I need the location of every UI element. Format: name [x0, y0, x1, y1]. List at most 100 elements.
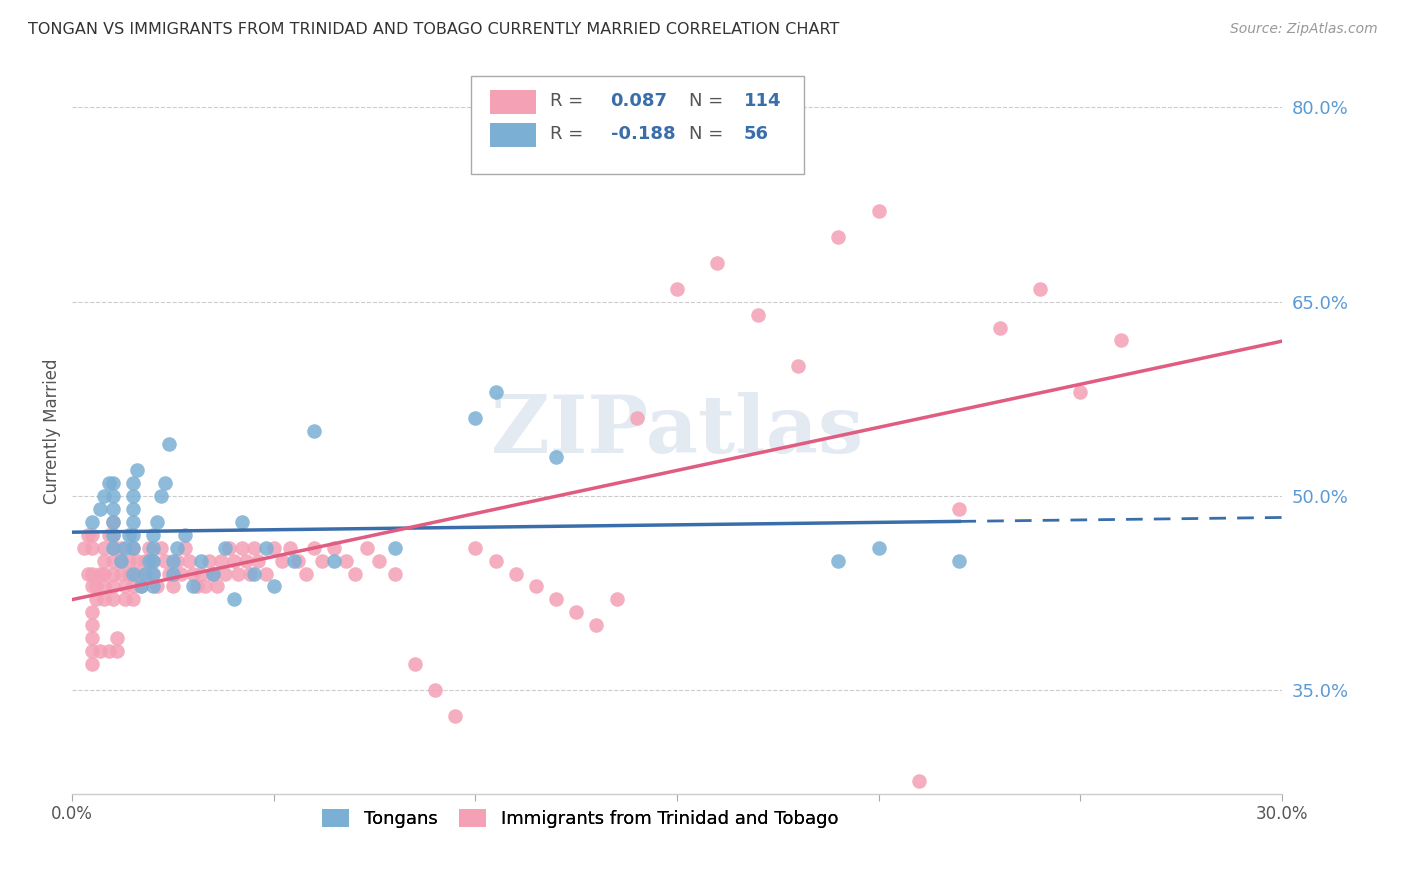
Point	[214, 541, 236, 555]
Point	[82, 632, 104, 646]
Point	[174, 527, 197, 541]
Point	[157, 566, 180, 581]
Point	[166, 553, 188, 567]
Point	[546, 592, 568, 607]
Point	[626, 411, 648, 425]
Point	[110, 541, 132, 555]
Point	[323, 541, 346, 555]
Point	[82, 579, 104, 593]
Point	[214, 566, 236, 581]
Point	[134, 553, 156, 567]
Point	[485, 553, 508, 567]
Point	[146, 515, 169, 529]
Point	[149, 541, 172, 555]
Point	[1069, 385, 1091, 400]
Point	[101, 515, 124, 529]
Y-axis label: Currently Married: Currently Married	[44, 359, 60, 504]
Point	[101, 541, 124, 555]
Point	[242, 566, 264, 581]
Point	[97, 475, 120, 490]
Point	[246, 553, 269, 567]
Point	[89, 501, 111, 516]
Point	[1109, 334, 1132, 348]
Point	[114, 592, 136, 607]
Text: R =: R =	[550, 92, 583, 110]
Point	[89, 644, 111, 658]
Point	[827, 553, 849, 567]
Point	[101, 541, 124, 555]
Point	[384, 541, 406, 555]
Point	[242, 541, 264, 555]
Point	[222, 553, 245, 567]
Point	[101, 553, 124, 567]
Point	[82, 566, 104, 581]
Point	[146, 579, 169, 593]
Point	[1029, 282, 1052, 296]
Point	[231, 515, 253, 529]
Point	[101, 475, 124, 490]
Point	[101, 527, 124, 541]
Point	[142, 527, 165, 541]
Point	[162, 566, 184, 581]
Point	[565, 606, 588, 620]
Point	[287, 553, 309, 567]
Point	[747, 308, 769, 322]
Point	[134, 566, 156, 581]
Point	[335, 553, 357, 567]
Text: 114: 114	[744, 92, 782, 110]
Point	[138, 553, 160, 567]
Point	[118, 566, 141, 581]
Point	[367, 553, 389, 567]
Point	[110, 566, 132, 581]
Point	[82, 541, 104, 555]
Point	[231, 541, 253, 555]
Point	[93, 489, 115, 503]
Text: R =: R =	[550, 125, 583, 143]
Point	[114, 541, 136, 555]
Point	[908, 773, 931, 788]
Point	[404, 657, 426, 672]
FancyBboxPatch shape	[489, 123, 536, 147]
Point	[93, 592, 115, 607]
Point	[181, 579, 204, 593]
Point	[105, 644, 128, 658]
Point	[235, 553, 257, 567]
Point	[97, 527, 120, 541]
Point	[77, 527, 100, 541]
Point	[110, 553, 132, 567]
Point	[207, 579, 229, 593]
Point	[118, 553, 141, 567]
Text: N =: N =	[689, 92, 724, 110]
Point	[423, 683, 446, 698]
Point	[121, 566, 143, 581]
Point	[302, 424, 325, 438]
Point	[149, 489, 172, 503]
Point	[82, 606, 104, 620]
Point	[86, 579, 108, 593]
Point	[82, 515, 104, 529]
Point	[121, 501, 143, 516]
Point	[101, 501, 124, 516]
Point	[162, 553, 184, 567]
Point	[302, 541, 325, 555]
Point	[343, 566, 366, 581]
Point	[93, 553, 115, 567]
Point	[356, 541, 378, 555]
Point	[134, 566, 156, 581]
Point	[827, 230, 849, 244]
Point	[254, 541, 277, 555]
Point	[101, 592, 124, 607]
Text: TONGAN VS IMMIGRANTS FROM TRINIDAD AND TOBAGO CURRENTLY MARRIED CORRELATION CHAR: TONGAN VS IMMIGRANTS FROM TRINIDAD AND T…	[28, 22, 839, 37]
Point	[121, 527, 143, 541]
Point	[787, 359, 810, 374]
Point	[93, 579, 115, 593]
Point	[323, 553, 346, 567]
Point	[162, 579, 184, 593]
Legend: Tongans, Immigrants from Trinidad and Tobago: Tongans, Immigrants from Trinidad and To…	[315, 802, 845, 836]
Point	[295, 566, 318, 581]
Text: Source: ZipAtlas.com: Source: ZipAtlas.com	[1230, 22, 1378, 37]
Point	[121, 489, 143, 503]
Point	[254, 566, 277, 581]
Point	[121, 541, 143, 555]
Point	[868, 541, 890, 555]
